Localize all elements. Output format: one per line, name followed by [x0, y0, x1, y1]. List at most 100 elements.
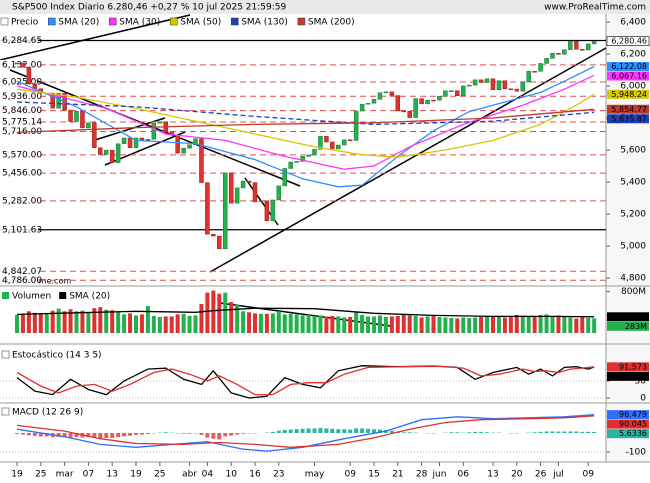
- volume-bar: [544, 314, 549, 333]
- value-box: [606, 36, 650, 46]
- header-site: www.ProRealTime.com: [544, 3, 646, 13]
- histogram-bar: [377, 429, 382, 433]
- value-label: 5,948.24: [611, 90, 647, 99]
- volume-bar: [479, 316, 484, 333]
- histogram-bar: [139, 433, 144, 435]
- candle: [56, 93, 61, 109]
- level-label-bg: [0, 59, 38, 69]
- candle: [109, 149, 115, 163]
- histogram-bar: [538, 431, 543, 433]
- histogram-bar: [217, 433, 222, 440]
- volume-bar: [532, 315, 537, 333]
- y-tick-label: 4,800: [620, 274, 646, 284]
- level-label: 5,775.14: [2, 118, 42, 128]
- x-tick-label: 28: [416, 470, 428, 480]
- candle: [276, 185, 282, 201]
- volume-bar: [157, 316, 162, 333]
- candle: [484, 78, 490, 83]
- histogram-bar: [294, 429, 299, 433]
- histogram-bar: [330, 428, 335, 433]
- candle: [98, 147, 103, 155]
- candle: [270, 199, 276, 221]
- volume-bar: [502, 317, 507, 333]
- volume-bar: [324, 316, 329, 333]
- candle: [443, 90, 448, 97]
- histogram-bar: [32, 433, 37, 436]
- level-label: 5,846.00: [2, 106, 42, 116]
- volume-bar: [312, 315, 317, 333]
- histogram-bar: [467, 432, 472, 433]
- volume-bar: [175, 314, 180, 333]
- indicator-line: [16, 65, 595, 188]
- volume-bar: [264, 313, 269, 333]
- volume-bar: [461, 317, 466, 333]
- candle: [240, 180, 246, 189]
- candle: [14, 62, 20, 65]
- candle: [74, 110, 79, 122]
- candle: [413, 98, 418, 118]
- panel-title: Volumen: [12, 292, 51, 302]
- x-tick-label: jul: [552, 470, 564, 480]
- volume-bar: [401, 314, 406, 333]
- histogram-bar: [26, 433, 31, 436]
- level-label-bg: [0, 105, 38, 115]
- candle: [318, 135, 323, 150]
- volume-bar: [276, 311, 281, 333]
- candle: [330, 141, 335, 150]
- candle: [466, 84, 472, 87]
- volume-bar: [443, 317, 448, 333]
- legend-label: SMA (30): [119, 18, 160, 28]
- x-tick-label: 06: [458, 470, 470, 480]
- y-tick-label: 5,400: [620, 178, 646, 188]
- candle: [544, 58, 549, 64]
- right-axis-bg: [606, 14, 650, 462]
- level-label: 5,936.00: [2, 92, 42, 102]
- histogram-bar: [74, 433, 79, 438]
- histogram-bar: [44, 433, 49, 437]
- histogram-bar: [163, 432, 168, 433]
- candle: [104, 149, 109, 155]
- legend-key: [1, 407, 10, 416]
- volume-bar: [508, 316, 513, 333]
- volume-bar: [377, 315, 382, 333]
- histogram-bar: [134, 433, 138, 435]
- value-label: 5.6336: [619, 429, 647, 438]
- histogram-bar: [348, 429, 353, 433]
- legend-key: [297, 17, 306, 26]
- volume-bar: [110, 310, 115, 333]
- x-tick-label: 09: [344, 470, 356, 480]
- trend-line: [209, 47, 607, 273]
- volume-bar: [550, 315, 555, 333]
- indicator-line: [16, 101, 595, 126]
- level-label-bg: [0, 35, 38, 45]
- volume-bar: [288, 313, 293, 333]
- level-label-bg: [0, 126, 38, 136]
- histogram-bar: [449, 432, 454, 433]
- indicator-line: [16, 415, 595, 448]
- histogram-bar: [544, 431, 549, 433]
- candle: [282, 168, 287, 187]
- y-tick-label: 5,200: [620, 210, 646, 220]
- volume-bar: [318, 315, 323, 333]
- y-tick-label: 5,600: [620, 146, 646, 156]
- histogram-bar: [229, 433, 234, 436]
- x-tick-label: 21: [392, 470, 403, 480]
- candle: [80, 110, 85, 129]
- volume-bar: [556, 315, 561, 333]
- histogram-bar: [556, 431, 561, 433]
- histogram-bar: [211, 433, 216, 439]
- histogram-bar: [342, 429, 347, 433]
- candle: [389, 91, 395, 96]
- x-tick-label: 19: [11, 470, 23, 480]
- volume-bar: [205, 292, 210, 333]
- volume-bar: [145, 306, 150, 333]
- y-tick-label: -100: [626, 448, 647, 458]
- value-box: [607, 321, 649, 331]
- candle: [550, 52, 555, 59]
- x-tick-label: jun: [431, 470, 446, 480]
- candle: [538, 63, 543, 72]
- value-label: 90.045: [619, 420, 647, 429]
- header-bar: [0, 0, 650, 14]
- x-tick-label: may: [305, 470, 325, 480]
- histogram-bar: [56, 433, 61, 437]
